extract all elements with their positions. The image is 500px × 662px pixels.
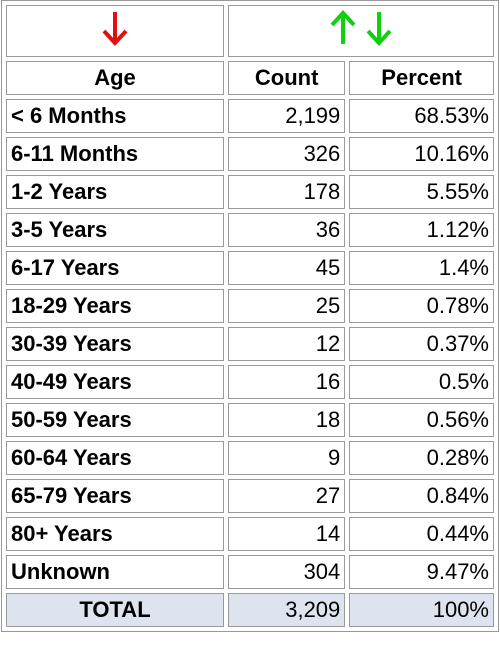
cell: < 6 Months xyxy=(6,99,224,133)
cell: 10.16% xyxy=(349,137,494,171)
cell: TOTAL xyxy=(6,593,224,627)
cell: 6-11 Months xyxy=(6,137,224,171)
sort-cell[interactable] xyxy=(6,5,224,57)
cell: 0.28% xyxy=(349,441,494,475)
cell: 100% xyxy=(349,593,494,627)
cell: 3,209 xyxy=(228,593,346,627)
cell: 12 xyxy=(228,327,346,361)
cell: 45 xyxy=(228,251,346,285)
cell: 3-5 Years xyxy=(6,213,224,247)
cell: 0.37% xyxy=(349,327,494,361)
cell: 0.78% xyxy=(349,289,494,323)
cell: Percent xyxy=(349,61,494,95)
cell: 18-29 Years xyxy=(6,289,224,323)
cell: 25 xyxy=(228,289,346,323)
cell: 14 xyxy=(228,517,346,551)
cell: 0.5% xyxy=(349,365,494,399)
data-row: 1-2 Years 178 5.55% xyxy=(6,175,494,209)
cell: 1.12% xyxy=(349,213,494,247)
data-row: 18-29 Years 25 0.78% xyxy=(6,289,494,323)
data-row: 3-5 Years 36 1.12% xyxy=(6,213,494,247)
cell: 2,199 xyxy=(228,99,346,133)
sort-desc-icon[interactable] xyxy=(364,8,394,48)
data-row: 80+ Years 14 0.44% xyxy=(6,517,494,551)
data-row: 6-11 Months 326 10.16% xyxy=(6,137,494,171)
total-row: TOTAL 3,209 100% xyxy=(6,593,494,627)
data-row: 65-79 Years 27 0.84% xyxy=(6,479,494,513)
sort-desc-icon[interactable] xyxy=(100,8,130,48)
cell: 18 xyxy=(228,403,346,437)
age-table: Age Count Percent < 6 Months 2,199 68.53% 6-11… xyxy=(1,0,499,632)
cell: 0.84% xyxy=(349,479,494,513)
cell: 0.56% xyxy=(349,403,494,437)
data-row: 30-39 Years 12 0.37% xyxy=(6,327,494,361)
cell: 9 xyxy=(228,441,346,475)
cell: 0.44% xyxy=(349,517,494,551)
cell: 16 xyxy=(228,365,346,399)
cell: 68.53% xyxy=(349,99,494,133)
cell: Age xyxy=(6,61,224,95)
cell: 65-79 Years xyxy=(6,479,224,513)
cell: 40-49 Years xyxy=(6,365,224,399)
cell: 178 xyxy=(228,175,346,209)
cell: 5.55% xyxy=(349,175,494,209)
sort-cell[interactable] xyxy=(228,5,494,57)
data-row: 60-64 Years 9 0.28% xyxy=(6,441,494,475)
cell: 50-59 Years xyxy=(6,403,224,437)
data-row: 50-59 Years 18 0.56% xyxy=(6,403,494,437)
sort-row xyxy=(6,5,494,57)
sort-asc-icon[interactable] xyxy=(328,8,358,48)
cell: 1-2 Years xyxy=(6,175,224,209)
data-row: 40-49 Years 16 0.5% xyxy=(6,365,494,399)
cell: 6-17 Years xyxy=(6,251,224,285)
data-row: 6-17 Years 45 1.4% xyxy=(6,251,494,285)
cell: 304 xyxy=(228,555,346,589)
data-row: < 6 Months 2,199 68.53% xyxy=(6,99,494,133)
cell: Unknown xyxy=(6,555,224,589)
cell: 36 xyxy=(228,213,346,247)
head-row: Age Count Percent xyxy=(6,61,494,95)
cell: 326 xyxy=(228,137,346,171)
cell: Count xyxy=(228,61,346,95)
cell: 30-39 Years xyxy=(6,327,224,361)
cell: 9.47% xyxy=(349,555,494,589)
cell: 80+ Years xyxy=(6,517,224,551)
cell: 27 xyxy=(228,479,346,513)
data-row: Unknown 304 9.47% xyxy=(6,555,494,589)
cell: 1.4% xyxy=(349,251,494,285)
cell: 60-64 Years xyxy=(6,441,224,475)
